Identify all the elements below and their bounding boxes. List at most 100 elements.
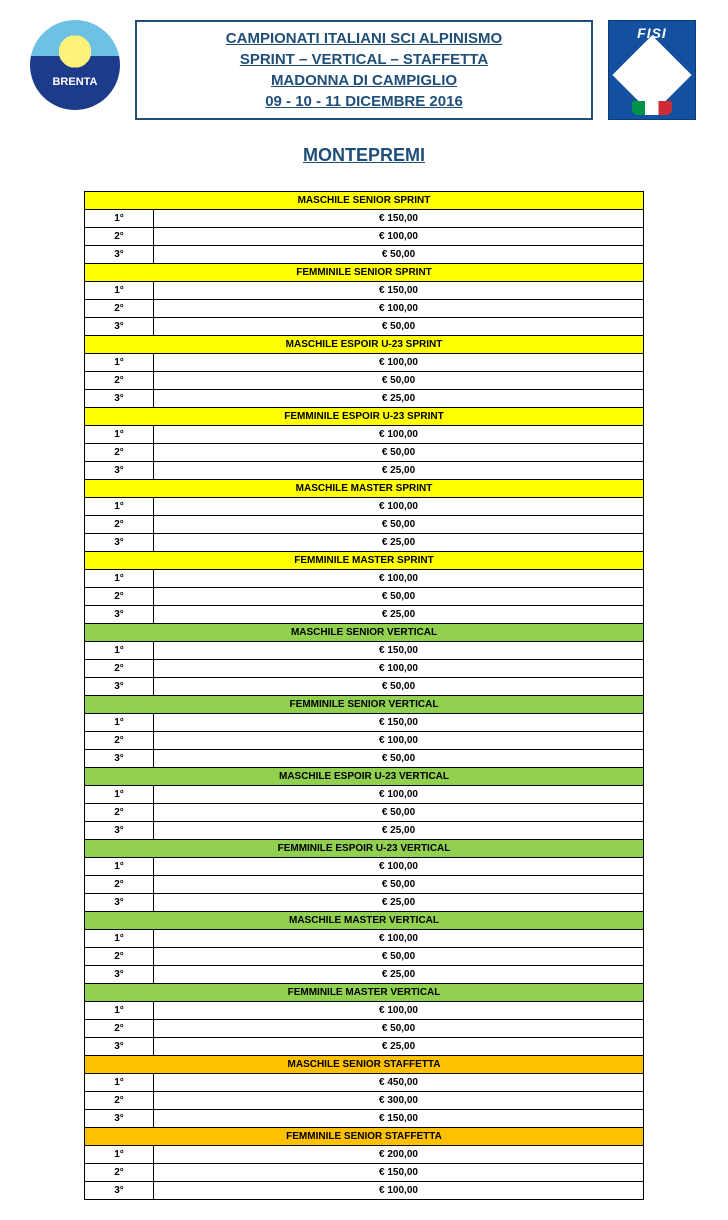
amount-cell: € 50,00 xyxy=(154,318,644,336)
section-header: MASCHILE MASTER VERTICAL xyxy=(85,912,644,930)
table-row: 1°€ 100,00 xyxy=(85,930,644,948)
brenta-logo xyxy=(30,20,120,110)
place-cell: 1° xyxy=(85,426,154,444)
section-header: MASCHILE SENIOR VERTICAL xyxy=(85,624,644,642)
table-row: 1°€ 150,00 xyxy=(85,282,644,300)
place-cell: 3° xyxy=(85,534,154,552)
place-cell: 2° xyxy=(85,660,154,678)
place-cell: 2° xyxy=(85,228,154,246)
place-cell: 1° xyxy=(85,930,154,948)
place-cell: 1° xyxy=(85,714,154,732)
section-header: FEMMINILE ESPOIR U-23 SPRINT xyxy=(85,408,644,426)
table-row: 2°€ 100,00 xyxy=(85,660,644,678)
amount-cell: € 150,00 xyxy=(154,1110,644,1128)
section-title: FEMMINILE SENIOR SPRINT xyxy=(85,264,644,282)
table-row: 1°€ 150,00 xyxy=(85,210,644,228)
amount-cell: € 25,00 xyxy=(154,390,644,408)
amount-cell: € 50,00 xyxy=(154,246,644,264)
table-row: 2°€ 50,00 xyxy=(85,444,644,462)
place-cell: 1° xyxy=(85,1002,154,1020)
place-cell: 1° xyxy=(85,1074,154,1092)
table-row: 1°€ 100,00 xyxy=(85,354,644,372)
place-cell: 1° xyxy=(85,642,154,660)
table-row: 2°€ 100,00 xyxy=(85,300,644,318)
amount-cell: € 25,00 xyxy=(154,462,644,480)
amount-cell: € 50,00 xyxy=(154,444,644,462)
amount-cell: € 100,00 xyxy=(154,354,644,372)
amount-cell: € 100,00 xyxy=(154,498,644,516)
table-row: 1°€ 150,00 xyxy=(85,714,644,732)
place-cell: 1° xyxy=(85,1146,154,1164)
amount-cell: € 50,00 xyxy=(154,1020,644,1038)
place-cell: 3° xyxy=(85,894,154,912)
table-row: 3°€ 25,00 xyxy=(85,390,644,408)
amount-cell: € 50,00 xyxy=(154,750,644,768)
place-cell: 2° xyxy=(85,876,154,894)
table-row: 3°€ 50,00 xyxy=(85,318,644,336)
place-cell: 2° xyxy=(85,732,154,750)
section-header: MASCHILE ESPOIR U-23 VERTICAL xyxy=(85,768,644,786)
header-row: CAMPIONATI ITALIANI SCI ALPINISMO SPRINT… xyxy=(30,20,698,120)
table-row: 1°€ 100,00 xyxy=(85,786,644,804)
section-title: FEMMINILE SENIOR VERTICAL xyxy=(85,696,644,714)
table-row: 3°€ 50,00 xyxy=(85,678,644,696)
table-row: 2°€ 50,00 xyxy=(85,1020,644,1038)
place-cell: 1° xyxy=(85,210,154,228)
table-row: 3°€ 25,00 xyxy=(85,534,644,552)
place-cell: 3° xyxy=(85,246,154,264)
table-row: 1°€ 100,00 xyxy=(85,858,644,876)
fisi-logo-graphic: FISI xyxy=(608,20,696,120)
amount-cell: € 50,00 xyxy=(154,876,644,894)
table-row: 2°€ 50,00 xyxy=(85,804,644,822)
amount-cell: € 50,00 xyxy=(154,588,644,606)
place-cell: 2° xyxy=(85,300,154,318)
section-header: FEMMINILE MASTER VERTICAL xyxy=(85,984,644,1002)
amount-cell: € 25,00 xyxy=(154,966,644,984)
brenta-logo-graphic xyxy=(30,20,120,110)
section-title: MASCHILE MASTER SPRINT xyxy=(85,480,644,498)
place-cell: 3° xyxy=(85,1182,154,1200)
table-row: 2°€ 50,00 xyxy=(85,876,644,894)
title-line-4: 09 - 10 - 11 DICEMBRE 2016 xyxy=(147,91,581,112)
table-row: 3°€ 50,00 xyxy=(85,246,644,264)
place-cell: 3° xyxy=(85,390,154,408)
place-cell: 3° xyxy=(85,966,154,984)
amount-cell: € 150,00 xyxy=(154,282,644,300)
amount-cell: € 150,00 xyxy=(154,210,644,228)
table-row: 2°€ 100,00 xyxy=(85,732,644,750)
section-title: MASCHILE SENIOR STAFFETTA xyxy=(85,1056,644,1074)
place-cell: 2° xyxy=(85,372,154,390)
table-row: 1°€ 450,00 xyxy=(85,1074,644,1092)
amount-cell: € 25,00 xyxy=(154,534,644,552)
place-cell: 3° xyxy=(85,318,154,336)
section-title: FEMMINILE MASTER VERTICAL xyxy=(85,984,644,1002)
place-cell: 2° xyxy=(85,588,154,606)
place-cell: 3° xyxy=(85,462,154,480)
table-row: 2°€ 50,00 xyxy=(85,372,644,390)
section-title: FEMMINILE ESPOIR U-23 SPRINT xyxy=(85,408,644,426)
section-title: MASCHILE ESPOIR U-23 VERTICAL xyxy=(85,768,644,786)
table-row: 2°€ 100,00 xyxy=(85,228,644,246)
amount-cell: € 25,00 xyxy=(154,894,644,912)
section-title: FEMMINILE MASTER SPRINT xyxy=(85,552,644,570)
amount-cell: € 25,00 xyxy=(154,606,644,624)
table-row: 2°€ 150,00 xyxy=(85,1164,644,1182)
table-row: 2°€ 50,00 xyxy=(85,516,644,534)
table-row: 2°€ 50,00 xyxy=(85,588,644,606)
section-title: MASCHILE MASTER VERTICAL xyxy=(85,912,644,930)
table-row: 1°€ 150,00 xyxy=(85,642,644,660)
amount-cell: € 25,00 xyxy=(154,822,644,840)
amount-cell: € 100,00 xyxy=(154,426,644,444)
section-header: FEMMINILE ESPOIR U-23 VERTICAL xyxy=(85,840,644,858)
amount-cell: € 100,00 xyxy=(154,1182,644,1200)
title-line-2: SPRINT – VERTICAL – STAFFETTA xyxy=(147,49,581,70)
title-line-1: CAMPIONATI ITALIANI SCI ALPINISMO xyxy=(147,28,581,49)
amount-cell: € 450,00 xyxy=(154,1074,644,1092)
table-row: 1°€ 100,00 xyxy=(85,1002,644,1020)
amount-cell: € 100,00 xyxy=(154,1002,644,1020)
title-line-3: MADONNA DI CAMPIGLIO xyxy=(147,70,581,91)
section-header: MASCHILE MASTER SPRINT xyxy=(85,480,644,498)
section-title: MASCHILE ESPOIR U-23 SPRINT xyxy=(85,336,644,354)
amount-cell: € 100,00 xyxy=(154,570,644,588)
place-cell: 3° xyxy=(85,750,154,768)
